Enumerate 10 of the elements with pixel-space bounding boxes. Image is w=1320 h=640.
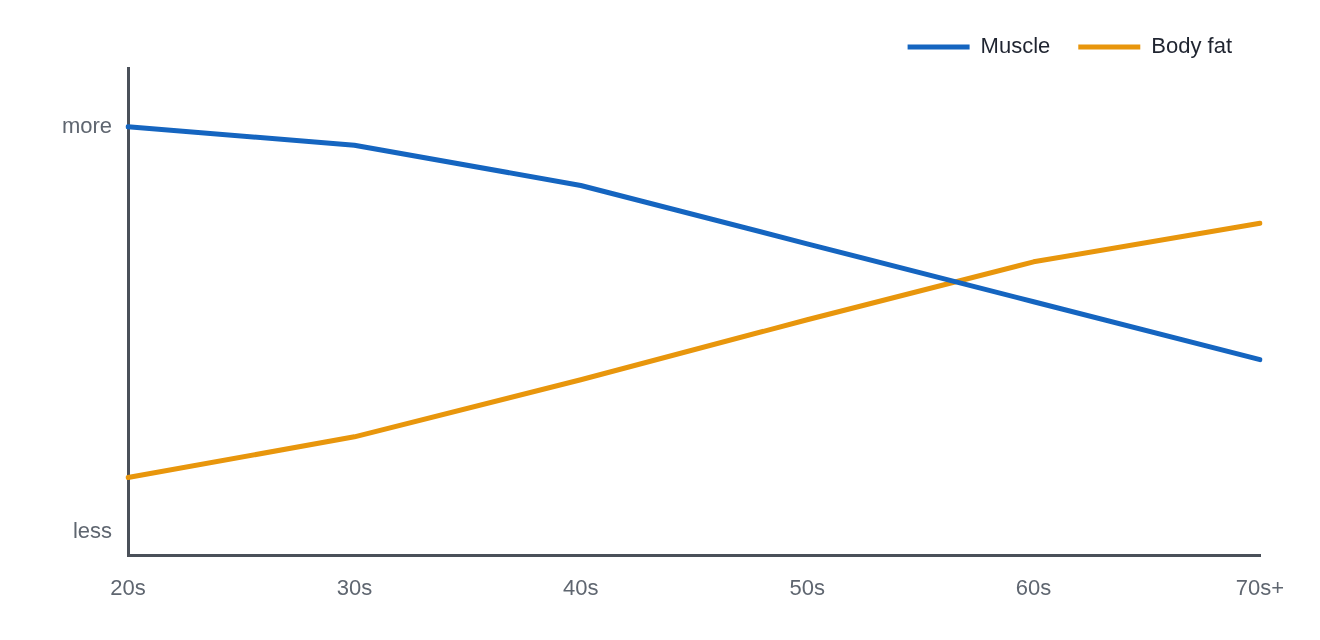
x-tick-label: 40s bbox=[563, 574, 599, 600]
text: less bbox=[72, 517, 112, 543]
legend-label: Body fat bbox=[1151, 33, 1232, 59]
x-tick-label: 60s bbox=[1015, 574, 1052, 600]
text: more bbox=[61, 112, 112, 138]
legend-label: Muscle bbox=[980, 33, 1051, 59]
x-tick-label: 50s bbox=[789, 574, 825, 600]
x-tick-label: 70s+ bbox=[1235, 574, 1285, 600]
x-tick-label: 30s bbox=[336, 574, 373, 600]
x-tick-label: 20s bbox=[110, 574, 146, 600]
